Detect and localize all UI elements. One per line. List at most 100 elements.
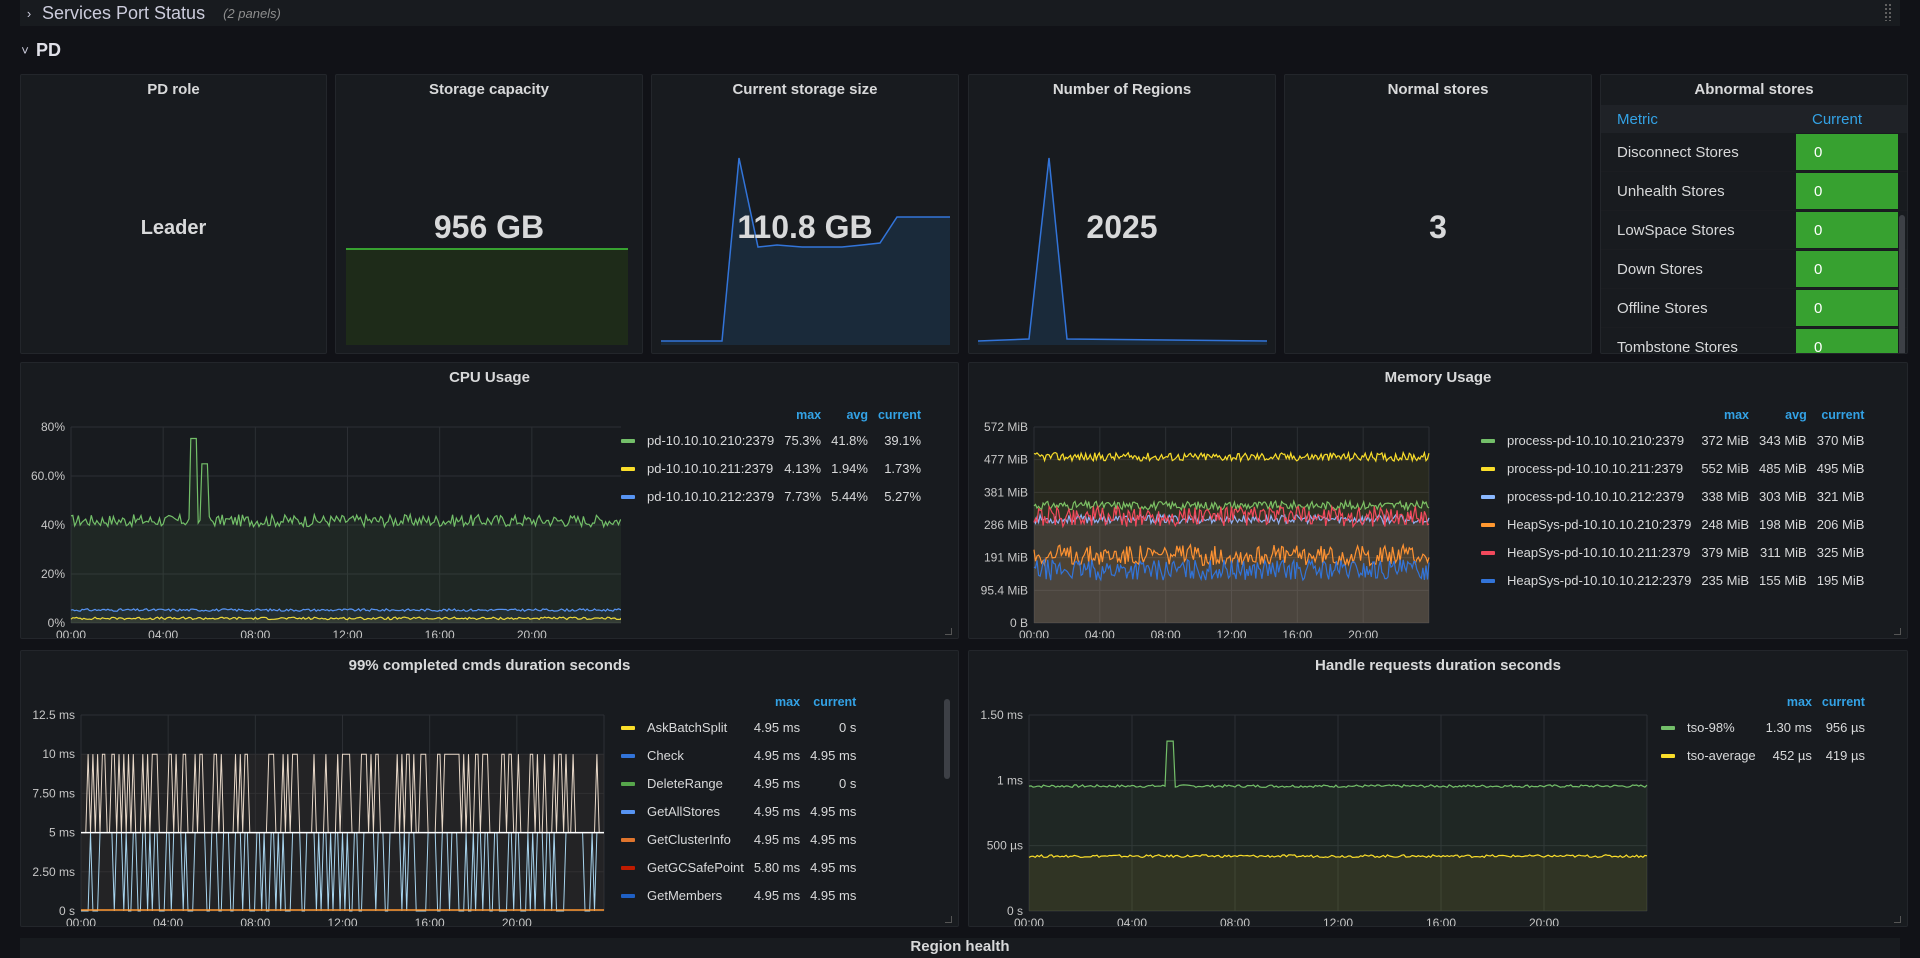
legend-item[interactable]: GetClusterInfo 4.95 ms 4.95 ms xyxy=(621,825,856,853)
panel-title: PD role xyxy=(147,81,200,98)
legend-value-current: 370 MiB xyxy=(1816,432,1865,448)
row-pd[interactable]: ˅ PD xyxy=(20,38,61,62)
legend-header-max[interactable]: max xyxy=(1723,408,1750,422)
legend-item[interactable]: Check 4.95 ms 4.95 ms xyxy=(621,741,856,769)
panel-normal-stores[interactable]: Normal stores 3 xyxy=(1284,74,1592,354)
legend-item[interactable]: tso-98% 1.30 ms 956 µs xyxy=(1661,713,1865,741)
legend-item[interactable]: HeapSys-pd-10.10.10.211:2379 379 MiB 311 M… xyxy=(1481,538,1864,566)
series-line xyxy=(70,616,621,621)
legend-item[interactable]: GetAllStores 4.95 ms 4.95 ms xyxy=(621,797,856,825)
legend-header-max[interactable]: max xyxy=(1786,695,1812,709)
legend-swatch xyxy=(1661,754,1675,759)
table-row: Unhealth Stores 0 xyxy=(1601,172,1907,211)
legend-value-avg: 198 MiB xyxy=(1759,516,1807,532)
legend-item[interactable]: pd-10.10.10.211:2379 4.13% 1.94% 1.73% xyxy=(621,454,921,482)
resize-handle-icon[interactable] xyxy=(1894,916,1901,923)
x-tick-label: 08:00 xyxy=(240,628,270,639)
legend-value-avg: 303 MiB xyxy=(1759,488,1807,504)
legend-item[interactable]: process-pd-10.10.10.211:2379 552 MiB 485 M… xyxy=(1481,454,1864,482)
legend-item[interactable]: process-pd-10.10.10.212:2379 338 MiB 303 M… xyxy=(1481,482,1864,510)
legend-value-avg: 155 MiB xyxy=(1759,572,1807,588)
legend-item[interactable]: DeleteRange 4.95 ms 0 s xyxy=(621,769,856,797)
column-header-current[interactable]: Current xyxy=(1812,110,1863,128)
panel-cpu-usage[interactable]: CPU Usage 0% 20% 40% 60.0% 80% 00:00 04:00 08:0… xyxy=(20,362,959,639)
column-header-metric[interactable]: Metric xyxy=(1617,110,1658,128)
legend-series-name: GetAllStores xyxy=(647,803,720,819)
row-title: PD xyxy=(36,39,62,60)
resize-handle-icon[interactable] xyxy=(1894,628,1901,635)
panel-handle-requests[interactable]: Handle requests duration seconds 0 s 500 … xyxy=(968,650,1908,927)
legend-value-current: 0 s xyxy=(838,719,857,735)
y-tick-label: 2.50 ms xyxy=(32,865,75,879)
resize-handle-icon[interactable] xyxy=(945,916,952,923)
resize-handle-icon[interactable] xyxy=(945,628,952,635)
legend-value-current: 39.1% xyxy=(884,432,922,448)
x-tick-label: 08:00 xyxy=(1220,916,1250,927)
legend-header-current[interactable]: current xyxy=(1821,695,1865,709)
y-tick-label: 60.0% xyxy=(31,469,65,483)
legend-item[interactable]: HeapSys-pd-10.10.10.210:2379 248 MiB 198 M… xyxy=(1481,510,1864,538)
panel-cmds-duration[interactable]: 99% completed cmds duration seconds 0 s 2… xyxy=(20,650,959,927)
stat-value: 2025 xyxy=(1086,209,1158,245)
panel-number-of-regions[interactable]: Number of Regions 2025 xyxy=(968,74,1276,354)
legend-header-max[interactable]: max xyxy=(775,695,801,709)
legend-swatch xyxy=(621,866,635,871)
panel-pd-role[interactable]: PD role Leader xyxy=(20,74,327,354)
series-area xyxy=(71,617,621,623)
legend-item[interactable]: pd-10.10.10.212:2379 7.73% 5.44% 5.27% xyxy=(621,482,921,510)
legend-swatch xyxy=(1481,439,1495,444)
series-line xyxy=(70,437,621,529)
legend-header-current[interactable]: current xyxy=(877,408,922,422)
panel-storage-capacity[interactable]: Storage capacity 956 GB xyxy=(335,74,643,354)
y-tick-label: 0 B xyxy=(1010,616,1028,630)
panel-abnormal-stores[interactable]: Abnormal stores Metric Current Disconnec… xyxy=(1600,74,1908,354)
legend-value-max: 452 µs xyxy=(1772,747,1812,763)
panel-title: CPU Usage xyxy=(449,369,530,386)
store-metric-name: Offline Stores xyxy=(1617,299,1708,317)
table-row: Offline Stores 0 xyxy=(1601,289,1907,328)
panel-current-storage-size[interactable]: Current storage size 110.8 GB xyxy=(651,74,959,354)
legend-value-avg: 311 MiB xyxy=(1759,544,1807,560)
legend-swatch xyxy=(1481,495,1495,500)
legend-scrollbar[interactable] xyxy=(944,699,950,779)
store-metric-value: 0 xyxy=(1796,173,1898,209)
series-area xyxy=(1029,741,1647,911)
drag-handle-icon[interactable] xyxy=(1884,3,1892,21)
legend-header-current[interactable]: current xyxy=(813,695,857,709)
legend-header-avg[interactable]: avg xyxy=(1785,408,1807,422)
sparkline-area xyxy=(661,158,950,345)
legend-value-avg: 5.44% xyxy=(831,488,868,504)
legend-value-current: 419 µs xyxy=(1825,747,1865,763)
legend-header-max[interactable]: max xyxy=(796,408,822,422)
legend-swatch xyxy=(1481,523,1495,528)
legend-swatch xyxy=(621,467,635,472)
row-region-health[interactable]: Region health xyxy=(20,938,1900,958)
x-tick-label: 20:00 xyxy=(517,628,547,639)
legend-item[interactable]: pd-10.10.10.210:2379 75.3% 41.8% 39.1% xyxy=(621,426,921,454)
row-services-port-status[interactable]: › Services Port Status (2 panels) xyxy=(20,0,1900,26)
cmds-legend: max current AskBatchSplit 4.95 ms 0 s Check 4.… xyxy=(621,695,856,909)
legend-value-current: 4.95 ms xyxy=(810,803,857,819)
legend-value-max: 4.13% xyxy=(784,460,822,476)
legend-item[interactable]: tso-average 452 µs 419 µs xyxy=(1661,741,1865,769)
series-line xyxy=(70,607,621,613)
legend-header-avg[interactable]: avg xyxy=(846,408,868,422)
legend-header-current[interactable]: current xyxy=(1821,408,1865,422)
legend-value-max: 7.73% xyxy=(784,488,822,504)
x-tick-label: 20:00 xyxy=(1348,628,1378,639)
store-metric-value: 0 xyxy=(1796,290,1898,326)
scrollbar[interactable] xyxy=(1899,215,1905,353)
sparkline-area xyxy=(978,158,1267,345)
x-tick-label: 16:00 xyxy=(425,628,455,639)
legend-header-name xyxy=(621,408,774,426)
legend-item[interactable]: GetMembers 4.95 ms 4.95 ms xyxy=(621,881,856,909)
legend-item[interactable]: process-pd-10.10.10.210:2379 372 MiB 343 M… xyxy=(1481,426,1864,454)
series-line xyxy=(1033,504,1430,529)
panel-memory-usage[interactable]: Memory Usage 0 B 95.4 MiB 191 MiB 286 MiB 38… xyxy=(968,362,1908,639)
legend-item[interactable]: HeapSys-pd-10.10.10.212:2379 235 MiB 155 M… xyxy=(1481,566,1864,594)
legend-item[interactable]: GetGCSafePoint 5.80 ms 4.95 ms xyxy=(621,853,856,881)
legend-item[interactable]: AskBatchSplit 4.95 ms 0 s xyxy=(621,713,856,741)
legend-value-current: 325 MiB xyxy=(1816,544,1865,560)
series-area xyxy=(71,608,621,623)
legend-swatch xyxy=(621,495,635,500)
